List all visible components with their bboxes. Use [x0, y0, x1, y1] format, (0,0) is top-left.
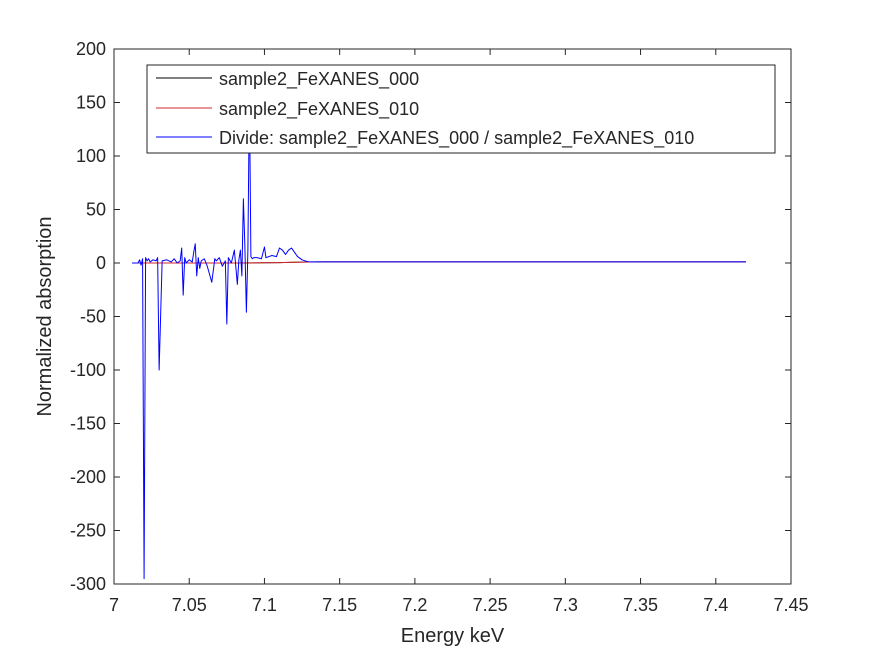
x-tick-label: 7.15 — [322, 595, 357, 615]
legend-label-0: sample2_FeXANES_000 — [219, 69, 419, 90]
y-tick-label: 150 — [76, 93, 106, 113]
y-tick-label: -50 — [80, 307, 106, 327]
y-tick-label: 50 — [86, 200, 106, 220]
x-axis-label: Energy keV — [401, 625, 505, 647]
legend-label-1: sample2_FeXANES_010 — [219, 99, 419, 120]
legend-box — [146, 64, 776, 154]
y-tick-label: -150 — [70, 414, 106, 434]
x-tick-label: 7.2 — [402, 595, 427, 615]
y-tick-label: -200 — [70, 467, 106, 487]
y-tick-label: 0 — [96, 253, 106, 273]
y-tick-label: -100 — [70, 360, 106, 380]
y-tick-label: 100 — [76, 146, 106, 166]
x-tick-label: 7.4 — [703, 595, 728, 615]
x-tick-label: 7.3 — [553, 595, 578, 615]
x-tick-label: 7.05 — [172, 595, 207, 615]
x-tick-label: 7.1 — [252, 595, 277, 615]
y-tick-label: -250 — [70, 521, 106, 541]
x-tick-label: 7.45 — [773, 595, 808, 615]
y-axis-label: Normalized absorption — [34, 216, 56, 416]
legend-label-2: Divide: sample2_FeXANES_000 / sample2_Fe… — [219, 128, 694, 149]
y-tick-label: 200 — [76, 39, 106, 59]
legend: sample2_FeXANES_000 sample2_FeXANES_010 … — [146, 64, 776, 154]
x-tick-label: 7.35 — [623, 595, 658, 615]
series-line-2 — [132, 91, 746, 580]
x-tick-label: 7.25 — [473, 595, 508, 615]
y-tick-label: -300 — [70, 574, 106, 594]
x-tick-label: 7 — [109, 595, 119, 615]
